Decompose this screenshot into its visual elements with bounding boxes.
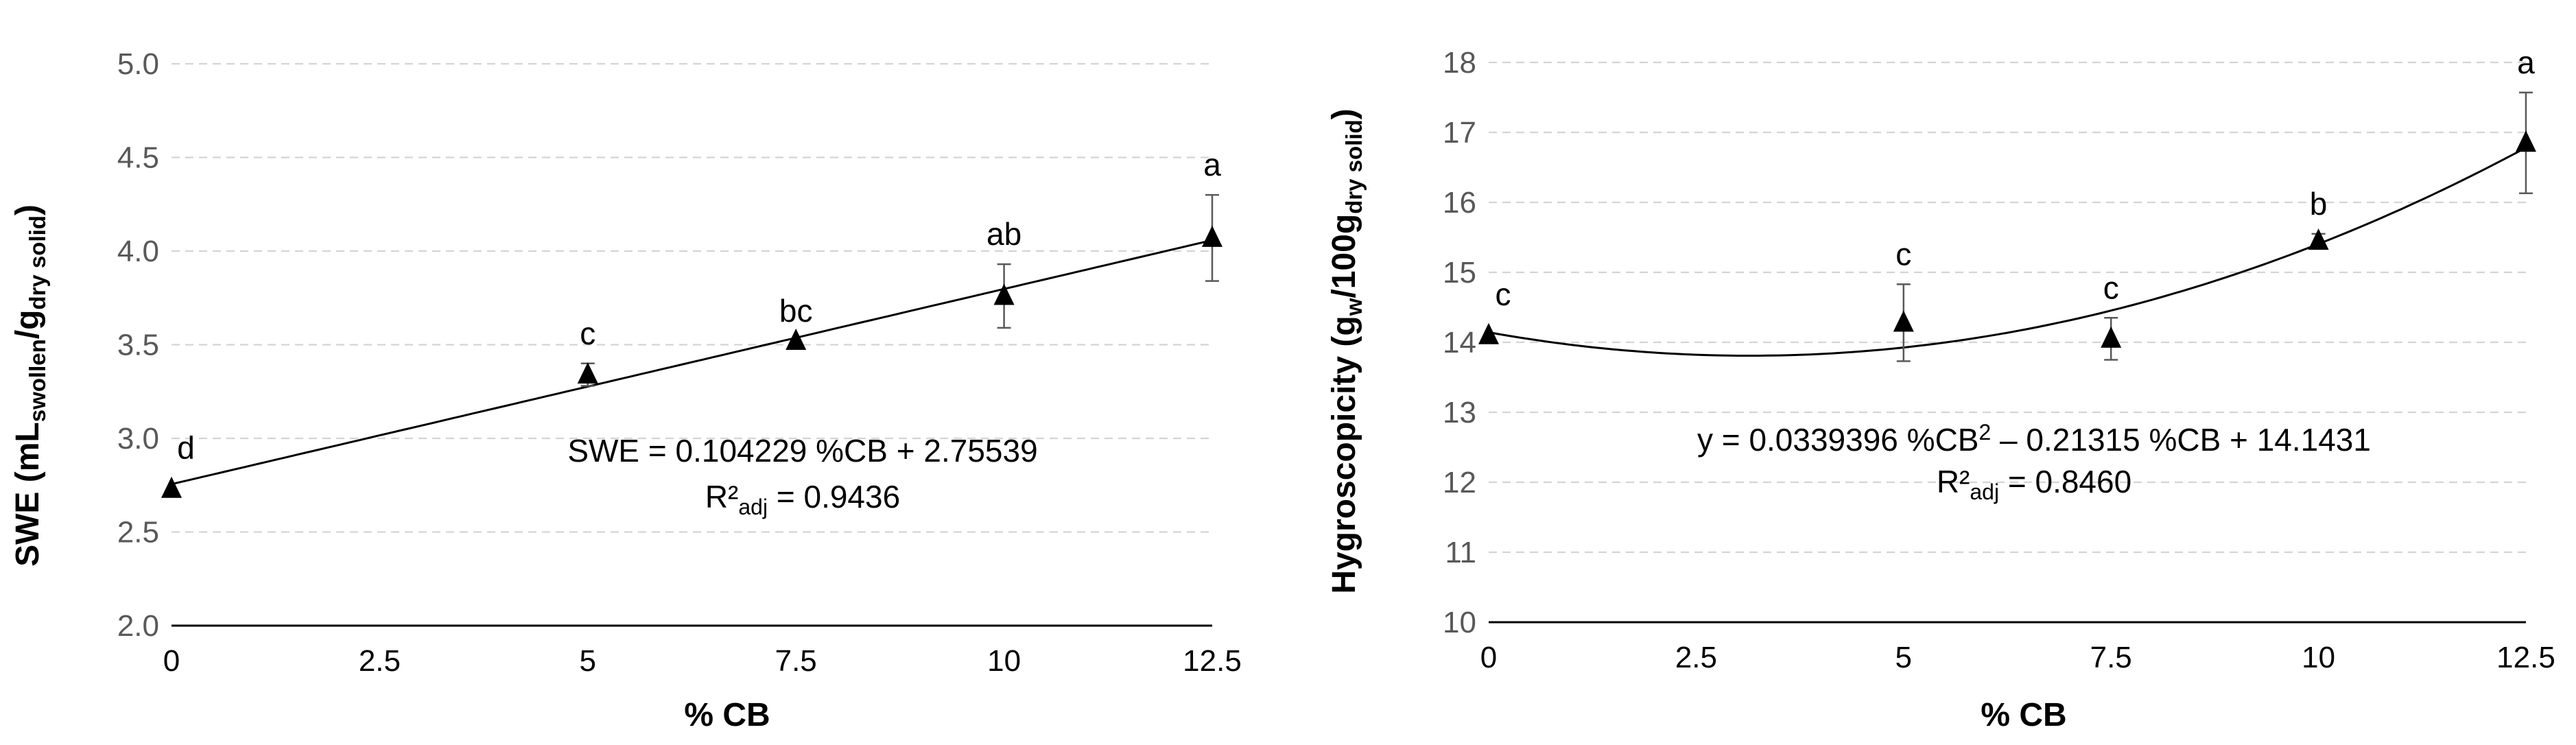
hygro-y-tick-label: 14 [1443,326,1476,359]
swe-x-tick-labels: 0 2.5 5 7.5 10 12.5 [163,644,1242,678]
hygro-triangle-marker [1478,322,1499,344]
hygro-significance-letter: c [2103,270,2119,305]
swe-x-tick-label: 7.5 [775,644,817,678]
swe-x-tick-label: 10 [987,644,1021,678]
hygro-y-tick-label: 13 [1443,396,1476,429]
hygro-y-tick-label: 15 [1443,256,1476,289]
hygro-y-tick-label: 16 [1443,186,1476,220]
swe-fit-line [171,239,1213,486]
swe-r2-value: = 0.9436 [768,479,900,515]
swe-significance-letter: a [1203,147,1221,182]
hygro-equation: y = 0.0339396 %CB2 – 0.21315 %CB + 14.14… [1697,420,2371,458]
swe-x-tick-label: 0 [163,644,180,678]
swe-y-tick-labels: 2.0 2.5 3.0 3.5 4.0 4.5 5.0 [117,47,159,643]
chart-swe: 2.0 2.5 3.0 3.5 4.0 4.5 5.0 0 2.5 5 7.5 10 12.5 d c b… [10,47,1242,733]
hygro-x-tick-labels: 0 2.5 5 7.5 10 12.5 [1480,641,2555,674]
swe-triangle-marker [161,476,182,498]
hygro-triangle-marker [2516,130,2536,152]
swe-triangle-marker [785,329,807,351]
hygro-x-tick-label: 12.5 [2496,641,2555,674]
swe-r2-sub: adj [738,495,768,519]
hygro-x-tick-label: 5 [1895,641,1912,674]
hygro-y-axis-title: Hygroscopicity (gw/100gdry solid) [1326,108,1367,593]
hygro-triangle-marker [2308,228,2329,250]
swe-y-tick-label: 3.5 [117,329,159,362]
hygro-x-tick-label: 7.5 [2090,641,2132,674]
hygro-y-tick-label: 11 [1445,536,1476,569]
swe-triangle-marker [993,283,1015,305]
swe-significance-letter: bc [779,293,813,329]
hygro-x-axis-title: % CB [1981,697,2066,733]
swe-triangle-marker [1202,225,1222,247]
swe-data-points [161,225,1222,498]
hygro-significance-letter: c [1496,276,1511,312]
swe-y-tick-label: 2.0 [117,609,159,643]
hygro-significance-letter: b [2310,186,2328,222]
hygro-r2: R²adj = 0.8460 [1937,464,2131,504]
hygro-fit-curve [1488,146,2527,357]
swe-y-tick-label: 3.0 [117,422,159,456]
swe-y-tick-label: 5.0 [117,47,159,81]
hygro-data-points [1478,130,2536,348]
swe-error-bars [580,193,1219,387]
swe-significance-letter: d [177,430,195,466]
hygro-triangle-marker [1893,310,1914,332]
hygro-x-tick-label: 10 [2302,641,2335,674]
swe-y-tick-label: 2.5 [117,516,159,549]
swe-x-tick-label: 2.5 [359,644,401,678]
hygro-x-tick-label: 2.5 [1675,641,1717,674]
hygro-significance-letter: c [1895,236,1911,272]
hygro-y-tick-labels: 10 11 12 13 14 15 16 17 18 [1443,46,1476,639]
hygro-y-tick-label: 17 [1443,116,1476,150]
swe-gridlines [172,62,1212,533]
swe-significance-letter: ab [986,216,1021,252]
hygro-significance-letter: a [2517,45,2535,80]
hygro-y-tick-label: 12 [1443,466,1476,499]
hygro-triangle-marker [2101,326,2122,348]
swe-significance-letters: d c bc ab a [177,147,1221,466]
hygro-gridlines [1489,61,2526,554]
swe-r2: R²adj = 0.9436 [705,479,900,519]
swe-r2-prefix: R² [705,479,739,515]
swe-significance-letter: c [580,316,595,351]
swe-y-axis-title: SWE (mLswollen/gdry solid) [10,204,50,567]
swe-x-tick-label: 12.5 [1183,644,1242,678]
hygro-y-tick-label: 18 [1443,46,1476,80]
hygro-y-tick-label: 10 [1443,606,1476,639]
swe-y-tick-label: 4.0 [117,235,159,268]
swe-triangle-marker [577,362,598,384]
swe-x-axis-title: % CB [684,697,770,733]
hygro-x-tick-label: 0 [1480,641,1497,674]
hygro-significance-letters: c c c b a [1496,45,2536,312]
swe-y-tick-label: 4.5 [117,141,159,175]
swe-x-tick-label: 5 [580,644,596,678]
swe-equation: SWE = 0.104229 %CB + 2.75539 [567,433,1037,469]
